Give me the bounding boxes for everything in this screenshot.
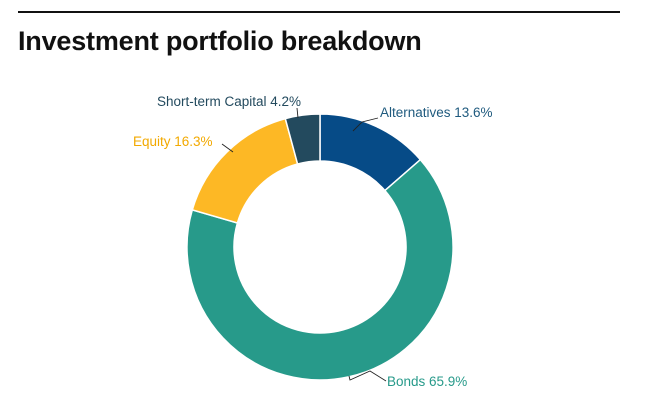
chart-title: Investment portfolio breakdown	[18, 26, 422, 56]
slice-label-alternatives: Alternatives 13.6%	[380, 105, 493, 120]
slice-label-equity: Equity 16.3%	[133, 134, 213, 149]
leader-line-alternatives	[352, 117, 379, 132]
slice-bonds[interactable]	[186, 158, 454, 381]
leader-line-short-term-capital	[296, 107, 299, 119]
top-rule	[18, 11, 620, 13]
leader-line-bonds	[348, 370, 387, 382]
leader-line-equity	[221, 143, 234, 153]
slice-short-term-capital[interactable]	[284, 113, 321, 165]
slice-label-short-term-capital: Short-term Capital 4.2%	[157, 94, 301, 109]
slice-label-bonds: Bonds 65.9%	[387, 374, 467, 389]
